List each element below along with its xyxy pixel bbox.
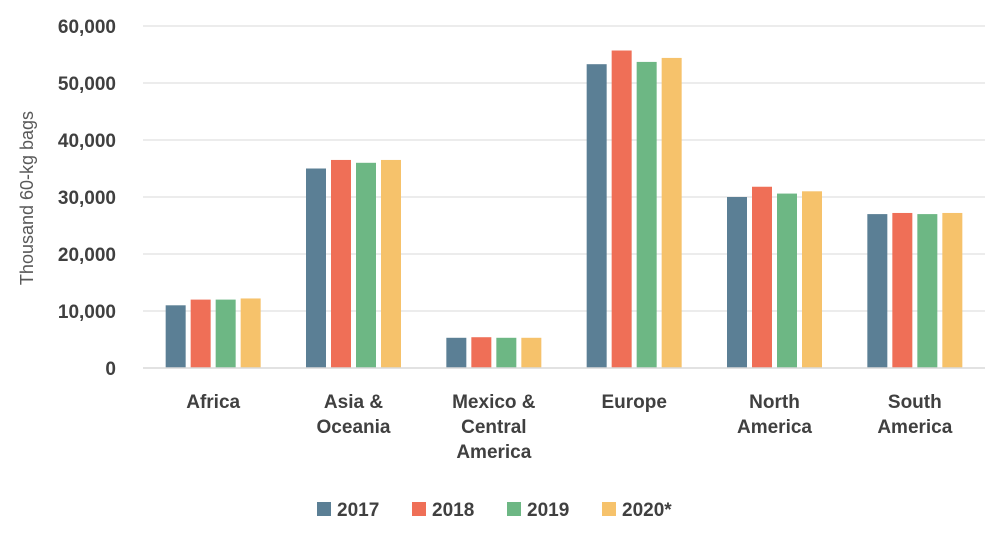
x-category-label: America [456, 442, 531, 463]
bar-2018-0 [190, 299, 211, 368]
y-tick-label: 0 [105, 359, 116, 380]
bar-2020-5 [942, 212, 963, 368]
bar-2017-1 [306, 168, 326, 368]
x-category-label: America [877, 417, 952, 438]
x-category-label: South [888, 392, 942, 413]
bar-2020-0 [240, 298, 261, 368]
x-category-label: Africa [186, 392, 240, 413]
y-tick-label: 50,000 [58, 74, 116, 95]
x-category-label: America [737, 417, 812, 438]
legend-label: 2019 [527, 500, 569, 521]
x-category-label: Oceania [317, 417, 391, 438]
bar-2020-4 [802, 191, 822, 368]
legend-label: 2020* [622, 500, 672, 521]
bar-2019-4 [777, 193, 797, 368]
bar-2020-1 [381, 159, 401, 368]
bar-2018-1 [331, 159, 351, 368]
legend-swatch-2017 [317, 502, 331, 516]
bar-2019-2 [496, 337, 517, 368]
legend-label: 2018 [432, 500, 474, 521]
bar-2017-3 [586, 64, 607, 368]
legend-swatch-2018 [412, 502, 426, 516]
x-category-label: Central [461, 417, 526, 438]
y-tick-label: 20,000 [58, 245, 116, 266]
bar-2019-5 [917, 214, 938, 368]
bar-2017-0 [165, 305, 186, 368]
x-category-label: North [749, 392, 800, 413]
bar-2018-4 [752, 186, 772, 368]
legend-swatch-2020 [602, 502, 616, 516]
bar-2017-4 [727, 197, 747, 368]
bar-2018-3 [611, 50, 632, 368]
y-tick-label: 10,000 [58, 302, 116, 323]
legend-swatch-2019 [507, 502, 521, 516]
bar-2018-2 [471, 337, 492, 368]
bar-2019-3 [636, 61, 657, 368]
bar-2020-2 [521, 337, 542, 368]
legend-label: 2017 [337, 500, 379, 521]
y-axis-title: Thousand 60-kg bags [17, 111, 37, 285]
y-tick-label: 60,000 [58, 17, 116, 38]
bar-2017-5 [867, 214, 888, 368]
bar-2018-5 [892, 212, 913, 368]
x-category-label: Asia & [324, 392, 383, 413]
bar-2017-2 [446, 337, 467, 368]
bar-2020-3 [661, 57, 682, 369]
x-category-label: Europe [601, 392, 666, 413]
x-category-label: Mexico & [452, 392, 536, 413]
bar-2019-1 [356, 162, 376, 368]
bar-2019-0 [215, 299, 236, 368]
y-tick-label: 40,000 [58, 131, 116, 152]
y-tick-label: 30,000 [58, 188, 116, 209]
